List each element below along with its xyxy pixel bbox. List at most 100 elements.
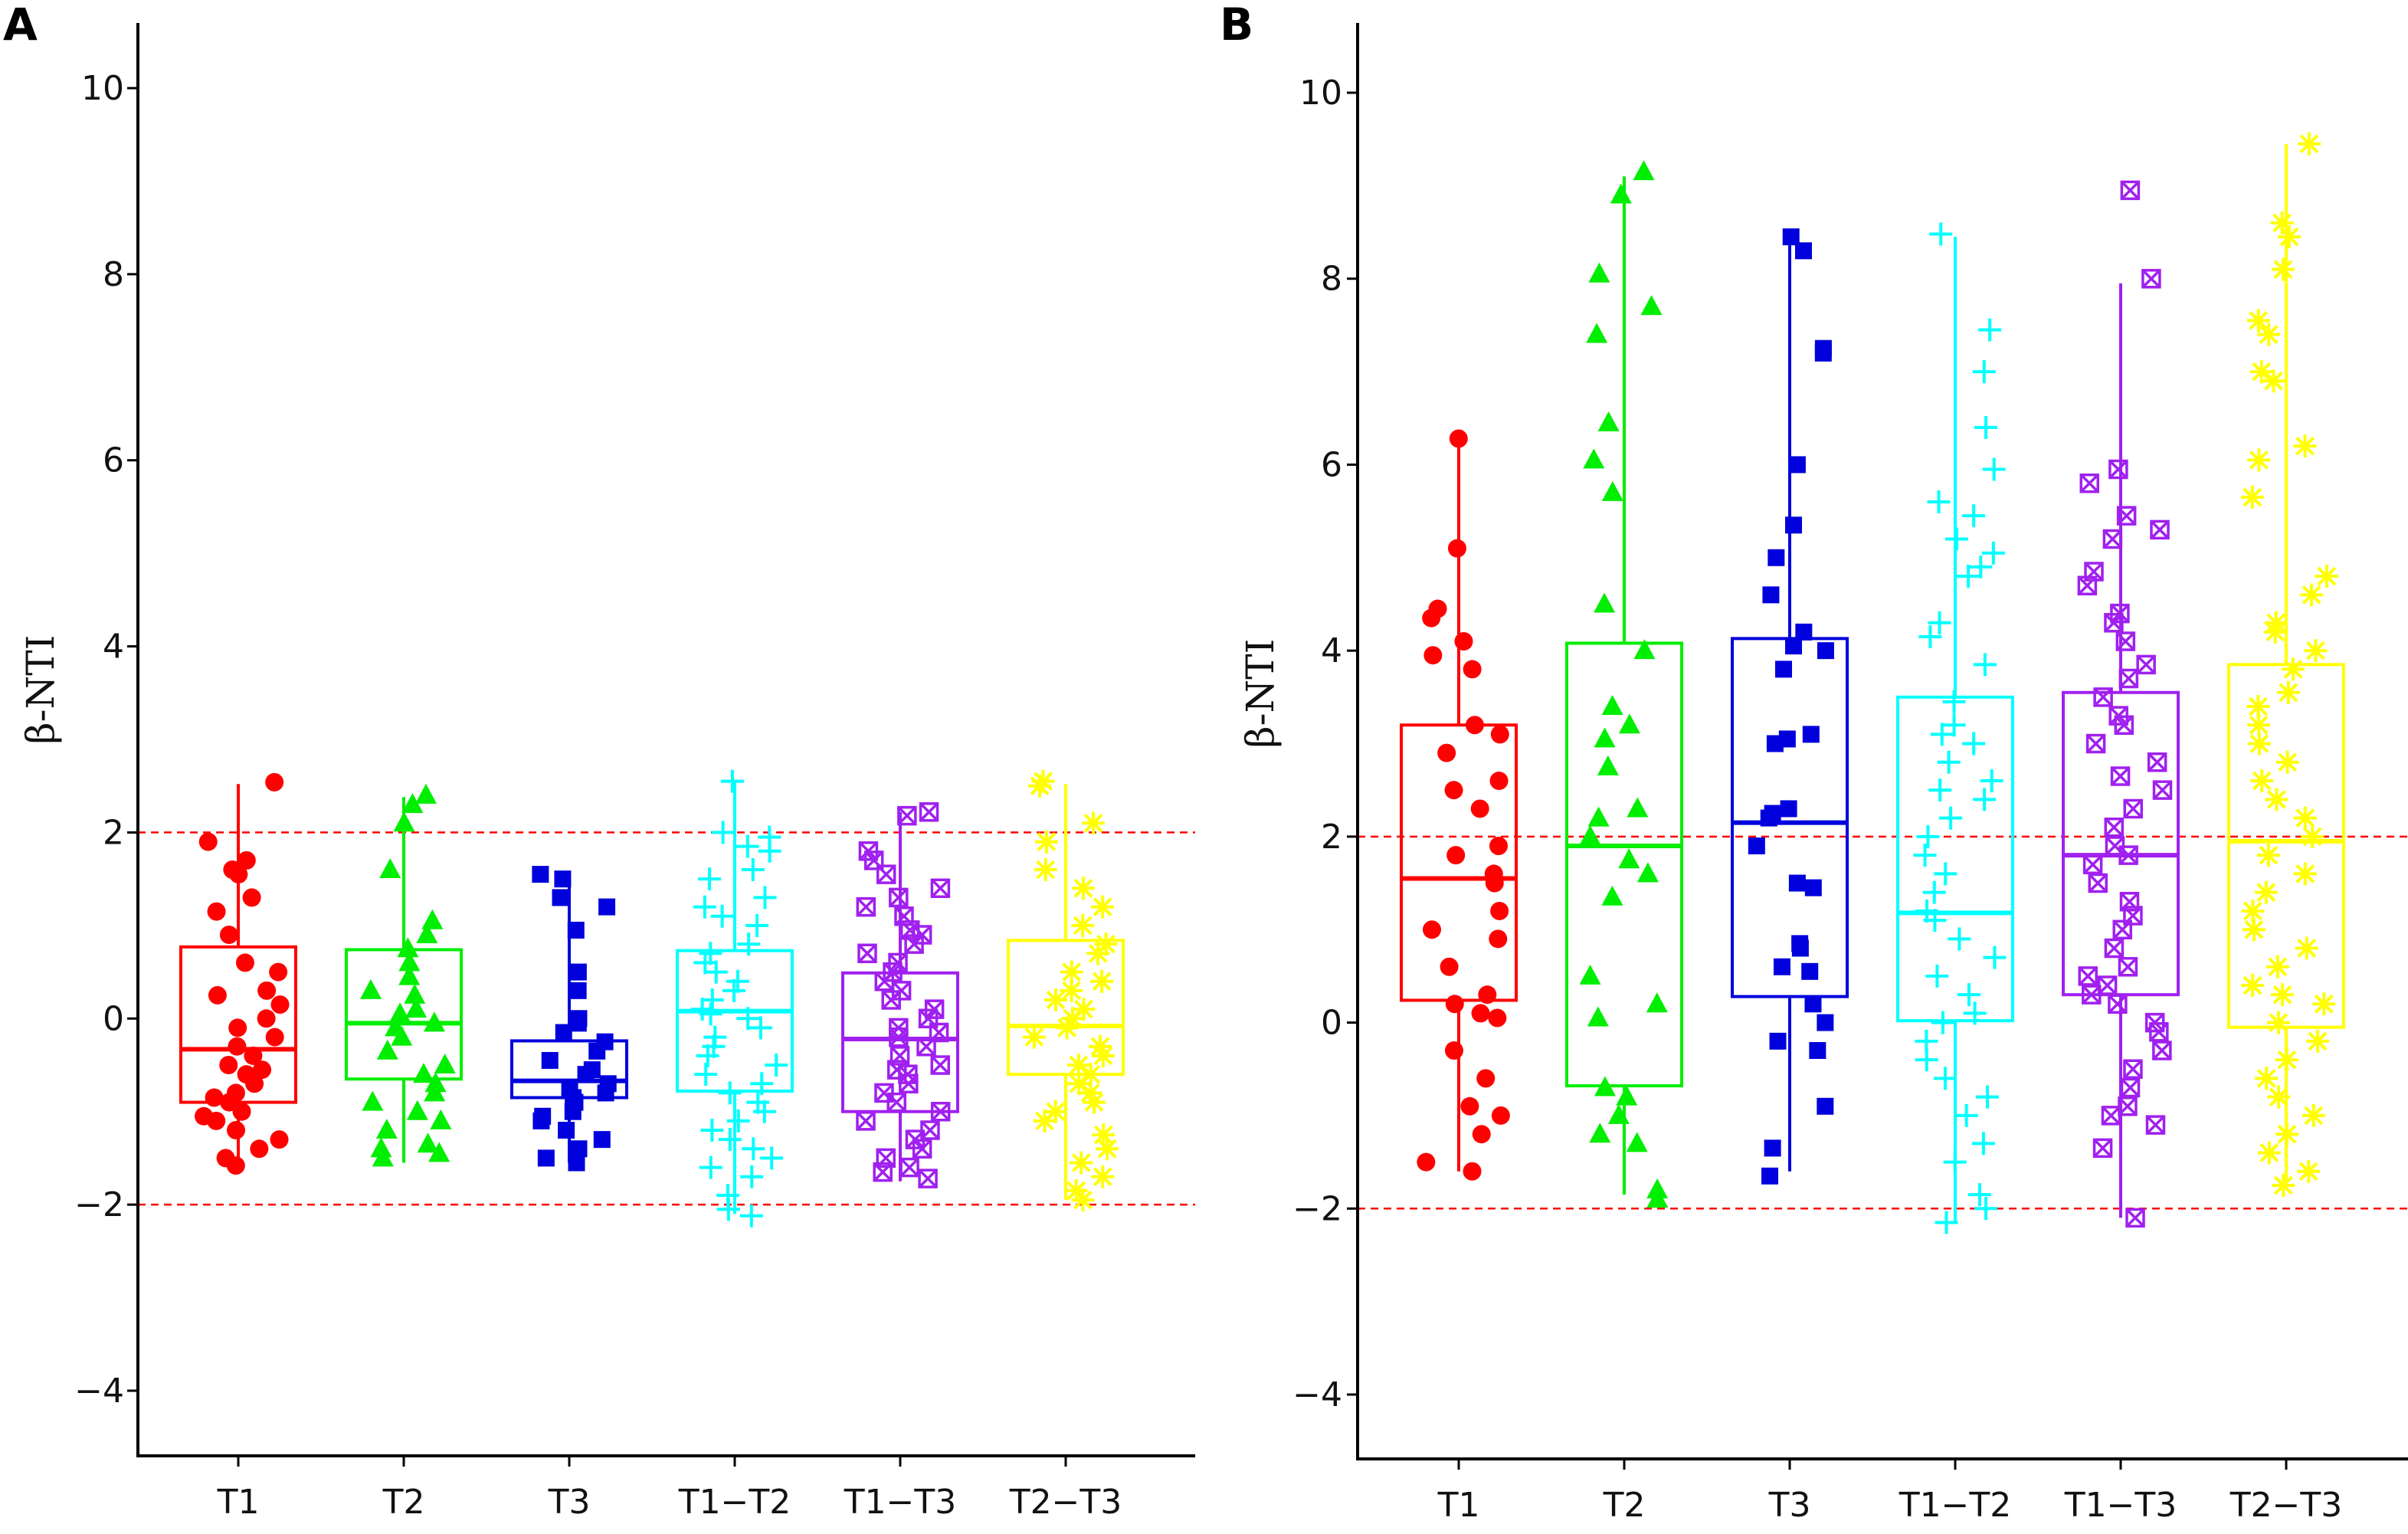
data-point bbox=[2118, 668, 2139, 689]
data-point bbox=[245, 1074, 264, 1093]
series-t1-t2 bbox=[676, 769, 794, 1228]
data-point bbox=[930, 1055, 951, 1075]
data-point bbox=[219, 926, 238, 944]
data-point bbox=[2256, 844, 2280, 867]
data-point bbox=[226, 1156, 245, 1175]
y-axis-label: β-NTI bbox=[1238, 639, 1283, 749]
data-point bbox=[1817, 642, 1834, 660]
data-point bbox=[269, 962, 288, 982]
data-point bbox=[919, 801, 939, 822]
data-point bbox=[1773, 958, 1790, 975]
data-point bbox=[372, 1146, 394, 1167]
data-point bbox=[1954, 1103, 1978, 1127]
data-point bbox=[2275, 750, 2299, 774]
data-point bbox=[1463, 1162, 1482, 1181]
data-point bbox=[416, 923, 438, 943]
data-point bbox=[876, 864, 896, 884]
data-point bbox=[2270, 211, 2294, 234]
data-point bbox=[1969, 555, 1993, 579]
data-point bbox=[1918, 624, 1942, 648]
data-point bbox=[1424, 646, 1443, 665]
data-point bbox=[1794, 242, 1812, 260]
data-point bbox=[257, 1009, 276, 1028]
y-tick-label: 4 bbox=[1321, 631, 1342, 670]
data-point bbox=[2118, 845, 2138, 865]
data-point bbox=[899, 1157, 919, 1178]
data-point bbox=[704, 960, 728, 984]
data-point bbox=[1072, 998, 1096, 1021]
data-point bbox=[1804, 995, 1822, 1013]
data-point bbox=[1597, 755, 1619, 775]
data-point bbox=[2093, 687, 2113, 707]
data-point bbox=[702, 1034, 726, 1058]
data-point bbox=[740, 1165, 764, 1188]
data-point bbox=[1071, 913, 1095, 937]
box bbox=[676, 949, 794, 1093]
data-point bbox=[1060, 960, 1083, 984]
data-point bbox=[2108, 459, 2128, 480]
data-point bbox=[1470, 799, 1489, 818]
data-point bbox=[1597, 411, 1620, 431]
data-point bbox=[397, 937, 419, 958]
data-point bbox=[1091, 1165, 1115, 1188]
data-point bbox=[208, 985, 227, 1005]
data-point bbox=[1916, 824, 1940, 848]
data-point bbox=[693, 895, 716, 919]
data-point bbox=[739, 1204, 763, 1228]
data-point bbox=[2266, 1011, 2290, 1034]
data-point bbox=[2271, 983, 2295, 1007]
data-point bbox=[359, 978, 382, 999]
data-point bbox=[2275, 1048, 2298, 1072]
data-point bbox=[1488, 1008, 1507, 1028]
data-point bbox=[1801, 962, 1819, 980]
data-point bbox=[2104, 938, 2125, 959]
data-point bbox=[2250, 769, 2274, 793]
data-point bbox=[1579, 964, 1601, 985]
data-point bbox=[265, 772, 284, 792]
data-point bbox=[205, 1088, 224, 1107]
data-point bbox=[1437, 743, 1456, 762]
series-t3 bbox=[510, 866, 628, 1172]
data-point bbox=[1748, 837, 1765, 854]
data-point bbox=[1079, 1063, 1102, 1087]
data-point bbox=[1607, 1103, 1630, 1124]
data-point bbox=[1915, 1048, 1938, 1072]
panel-a: A −4 −2 0 2 4 6 8 10 β-NTI T1 T2 T3 T1−T2 T1−T3 T2−T3 bbox=[3, 0, 1195, 1522]
data-point bbox=[569, 982, 587, 999]
data-point bbox=[257, 981, 277, 1000]
data-point bbox=[2125, 1208, 2145, 1228]
data-point bbox=[2265, 955, 2289, 978]
data-point bbox=[228, 1018, 247, 1037]
panel-b: B −4 −2 0 2 4 6 8 10 β-NTI T1 T2 T3 T1−T2 T1−T3 T2−T3 bbox=[1220, 0, 2408, 1525]
x-tick-label: T2−T3 bbox=[2229, 1486, 2343, 1525]
data-point bbox=[253, 1060, 272, 1080]
data-point bbox=[2116, 506, 2137, 526]
y-tick-label: 0 bbox=[1321, 1004, 1342, 1043]
y-tick-label: −2 bbox=[1292, 1189, 1342, 1228]
y-tick-label: 8 bbox=[103, 255, 124, 294]
data-point bbox=[1082, 811, 1106, 835]
x-tick-label: T1 bbox=[1437, 1486, 1480, 1525]
data-point bbox=[555, 1024, 572, 1041]
data-point bbox=[229, 865, 248, 884]
data-point bbox=[270, 1130, 289, 1149]
data-point bbox=[700, 1119, 724, 1142]
data-point bbox=[597, 1084, 614, 1102]
data-point bbox=[2246, 694, 2270, 718]
data-point bbox=[711, 821, 735, 844]
y-tick-label: 2 bbox=[103, 813, 124, 852]
data-point bbox=[1980, 769, 2003, 793]
data-point bbox=[1942, 713, 1966, 737]
data-point bbox=[2263, 620, 2287, 644]
series-t1-t2 bbox=[1896, 222, 2014, 1234]
data-point bbox=[362, 1090, 384, 1111]
data-point bbox=[1942, 690, 1966, 713]
data-point bbox=[2240, 485, 2264, 509]
data-point bbox=[1485, 874, 1504, 893]
series-t2-t3 bbox=[2227, 132, 2345, 1197]
data-point bbox=[1489, 836, 1508, 855]
data-point bbox=[1422, 920, 1441, 939]
data-point bbox=[741, 858, 765, 881]
data-point bbox=[1060, 1007, 1084, 1031]
y-tick-label: 10 bbox=[1299, 74, 1342, 113]
